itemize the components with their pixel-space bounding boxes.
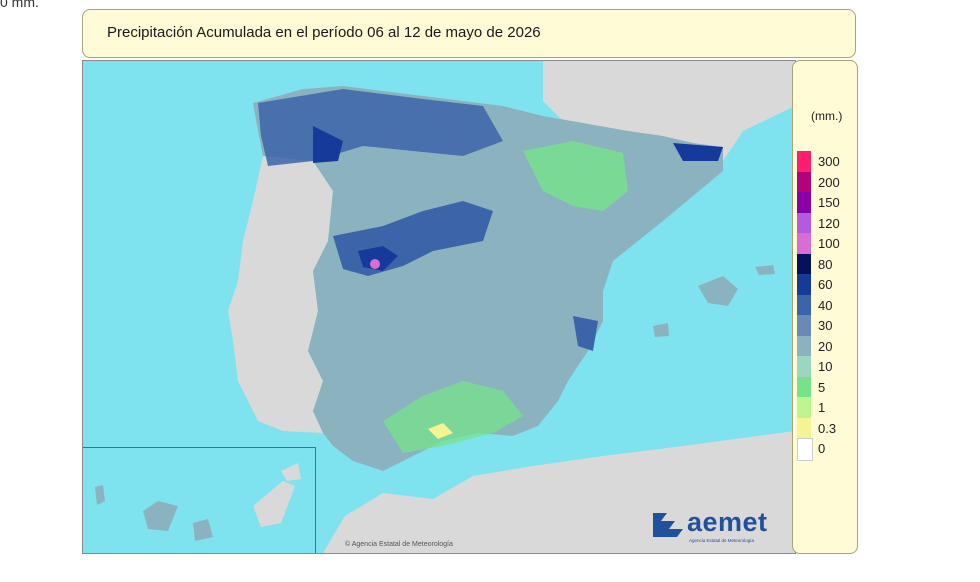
africa-landmass	[323, 431, 795, 553]
legend-row: 150	[797, 192, 853, 213]
aemet-logo: aemet Agencia Estatal de Meteorología	[651, 507, 767, 544]
top-text-fragment: 0 mm.	[0, 0, 39, 10]
aemet-logo-text: aemet	[687, 507, 768, 537]
mallorca-island	[698, 276, 738, 306]
legend-label: 20	[818, 338, 833, 354]
legend-row: 30	[797, 315, 853, 336]
legend-row: 1	[797, 397, 853, 418]
legend-swatch	[797, 233, 811, 254]
legend-swatch	[797, 151, 811, 172]
legend-swatch	[797, 438, 813, 461]
legend-label: 120	[818, 215, 840, 231]
legend-row: 5	[797, 376, 853, 398]
legend-swatch	[797, 356, 811, 377]
legend-box: (mm.) 300 200 150 120 100 80 60 40 30 20 10 5 1 0.3 0	[792, 60, 858, 554]
legend-label: 60	[818, 277, 833, 292]
legend-label: 0.3	[818, 420, 837, 436]
legend-label: 10	[818, 359, 833, 374]
catalonia-heavy	[673, 143, 723, 161]
legend-swatch	[797, 294, 811, 316]
valencia-heavy	[573, 316, 598, 351]
legend-label: 150	[818, 195, 840, 210]
legend-row: 120	[797, 212, 853, 234]
copyright-text: © Agencia Estatal de Meteorología	[345, 541, 453, 548]
legend-swatch	[797, 253, 811, 275]
canary-island-3	[193, 519, 213, 541]
legend-label: 200	[818, 174, 840, 190]
canary-island-5	[281, 463, 301, 481]
northwest-core	[313, 126, 343, 163]
canary-island-2	[143, 501, 178, 531]
precipitation-map: © Agencia Estatal de Meteorología aemet …	[82, 60, 796, 554]
canary-islands-inset	[83, 447, 316, 553]
legend-unit: (mm.)	[811, 109, 843, 123]
canary-island-1	[95, 485, 105, 505]
legend-row: 200	[797, 171, 853, 193]
legend-row: 100	[797, 233, 853, 254]
legend-label: 5	[818, 379, 826, 395]
legend-label: 1	[818, 400, 826, 415]
menorca-island	[755, 265, 775, 275]
central-core	[358, 246, 398, 271]
map-title: Precipitación Acumulada en el período 06…	[107, 24, 541, 41]
legend-swatch	[797, 417, 811, 439]
aemet-logo-icon	[653, 513, 683, 537]
legend-label: 100	[818, 236, 840, 251]
legend-label: 0	[818, 441, 826, 456]
legend-label: 80	[818, 256, 833, 272]
legend-label: 300	[818, 154, 840, 169]
france-landmass	[543, 61, 795, 161]
canary-island-4	[253, 481, 295, 527]
legend-swatch	[797, 315, 811, 336]
south-dry-area	[383, 381, 523, 453]
legend-swatch	[797, 274, 811, 295]
legend-label: 30	[818, 318, 833, 333]
portugal-landmass	[228, 156, 333, 433]
legend-swatch	[797, 212, 811, 234]
map-graphic	[95, 61, 795, 553]
legend-row: 300	[797, 151, 853, 172]
max-precip-spot	[370, 259, 380, 269]
legend-swatch	[797, 376, 811, 398]
legend-row: 0.3	[797, 417, 853, 439]
legend-row: 60	[797, 274, 853, 295]
legend-row: 40	[797, 294, 853, 316]
legend-row: 10	[797, 356, 853, 377]
legend-row: 80	[797, 253, 853, 275]
legend-swatch	[797, 171, 811, 193]
legend-swatch	[797, 192, 811, 213]
legend-row: 0	[797, 438, 853, 461]
ibiza-island	[653, 323, 669, 337]
aemet-logo-subtitle: Agencia Estatal de Meteorología	[689, 538, 755, 543]
legend-row: 20	[797, 335, 853, 357]
south-yellow-spot	[428, 423, 453, 439]
legend-label: 40	[818, 297, 833, 313]
legend-swatch	[797, 335, 811, 357]
ebro-dry-area	[523, 141, 628, 211]
legend-swatch	[797, 397, 811, 418]
title-box: Precipitación Acumulada en el período 06…	[82, 9, 856, 58]
